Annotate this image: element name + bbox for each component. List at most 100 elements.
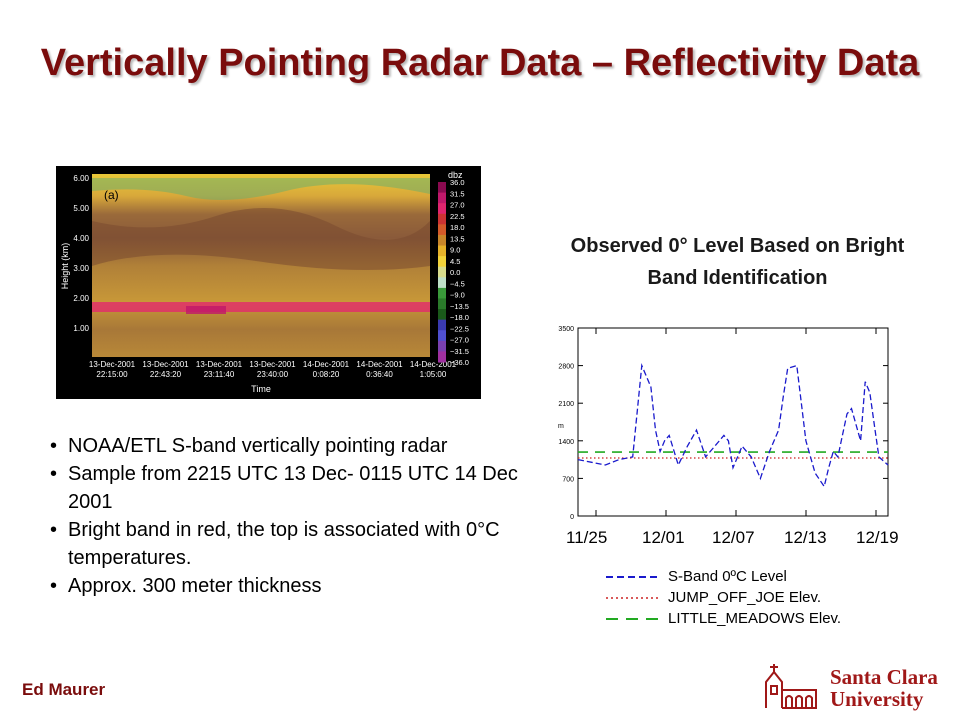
- bright-band-peak: [186, 306, 226, 314]
- radar-x-tick-time: 23:11:40: [204, 370, 235, 379]
- colorbar-label: 27.0: [450, 201, 465, 210]
- colorbar-swatch: [438, 224, 446, 236]
- radar-y-tick: 2.00: [73, 294, 89, 303]
- logo-line-2: University: [830, 687, 924, 711]
- colorbar-label: −36.0: [450, 358, 469, 367]
- mid-level-brown-band: [92, 208, 430, 270]
- colorbar-label: 4.5: [450, 257, 460, 266]
- y-axis-label: m: [558, 423, 564, 430]
- colorbar-label: −22.5: [450, 324, 469, 333]
- y-tick-label: 1400: [558, 439, 574, 446]
- colorbar-swatch: [438, 266, 446, 278]
- bullet-text: Approx. 300 meter thickness: [68, 575, 322, 597]
- colorbar-label: 31.5: [450, 189, 465, 198]
- colorbar-label: 13.5: [450, 234, 465, 243]
- date-label: 12/01: [642, 528, 685, 547]
- colorbar-label: 9.0: [450, 246, 460, 255]
- bullet-item: • Approx. 300 meter thickness: [50, 575, 322, 597]
- chart-title: Observed 0° Level Based on Bright Band I…: [570, 235, 905, 289]
- colorbar-label: −31.5: [450, 347, 469, 356]
- colorbar-swatch: [438, 319, 446, 331]
- radar-x-tick-date: 13-Dec-2001: [142, 360, 189, 369]
- colorbar-swatch: [438, 340, 446, 352]
- series-line-0: [577, 363, 889, 489]
- chart-date-labels: 11/25 12/01 12/07 12/13 12/19: [566, 528, 916, 552]
- colorbar-swatch: [438, 330, 446, 342]
- legend-label: LITTLE_MEADOWS Elev.: [668, 610, 842, 627]
- date-label: 12/19: [856, 528, 899, 547]
- date-label: 11/25: [566, 528, 608, 547]
- slide-title: Vertically Pointing Radar Data – Reflect…: [40, 42, 920, 84]
- radar-x-tick-time: 0:08:20: [313, 370, 340, 379]
- legend-item-sband: S-Band 0ºC Level: [606, 568, 906, 588]
- radar-y-tick-labels: 6.00 5.00 4.00 3.00 2.00 1.00: [73, 174, 89, 333]
- legend-item-little-meadows: LITTLE_MEADOWS Elev.: [606, 610, 906, 630]
- colorbar-swatch: [438, 213, 446, 225]
- radar-y-tick: 6.00: [73, 174, 89, 183]
- radar-y-tick: 5.00: [73, 204, 89, 213]
- radar-x-tick-time: 1:05:00: [420, 370, 447, 379]
- bright-band-red: [92, 302, 430, 312]
- colorbar-title: dbz: [448, 170, 463, 180]
- y-tick-label: 0: [570, 514, 574, 521]
- y-tick-label: 2100: [558, 401, 574, 408]
- colorbar-swatch: [438, 298, 446, 310]
- colorbar-swatch: [438, 277, 446, 289]
- bullet-list: • NOAA/ETL S-band vertically pointing rad…: [48, 432, 528, 600]
- radar-colorbar: 36.0 31.5 27.0 22.5 18.0 13.5 9.0 4.5 0.0 −4.5 −9.…: [438, 178, 469, 367]
- chart-legend: S-Band 0ºC Level JUMP_OFF_JOE Elev. LITT…: [606, 568, 906, 634]
- freezing-level-line-chart: 3500 2800 2100 1400 700 0 m: [552, 316, 897, 526]
- legend-label: S-Band 0ºC Level: [668, 568, 787, 585]
- line-chart-svg: 3500 2800 2100 1400 700 0 m: [558, 326, 889, 521]
- colorbar-swatch: [438, 234, 446, 247]
- bullet-item: • Sample from 2215 UTC 13 Dec- 0115 UTC 1…: [50, 463, 518, 513]
- bullet-text: Sample from 2215 UTC 13 Dec- 0115 UTC 14…: [68, 463, 518, 513]
- radar-reflectivity-figure: 6.00 5.00 4.00 3.00 2.00 1.00 Height (km) (a)…: [56, 166, 481, 399]
- logo-line-1: Santa Clara: [830, 665, 938, 689]
- radar-x-tick-time: 23:40:00: [257, 370, 289, 379]
- radar-y-tick: 4.00: [73, 234, 89, 243]
- radar-y-tick: 3.00: [73, 264, 89, 273]
- colorbar-swatch: [438, 192, 446, 204]
- y-tick-label: 700: [562, 476, 574, 483]
- mission-church-icon: [765, 664, 817, 709]
- radar-panel-label: (a): [104, 188, 119, 202]
- radar-x-tick-date: 13-Dec-2001: [89, 360, 136, 369]
- colorbar-label: 36.0: [450, 178, 465, 187]
- colorbar-swatch: [438, 256, 446, 268]
- colorbar-label: −18.0: [450, 313, 469, 322]
- colorbar-swatch: [438, 182, 446, 194]
- colorbar-label: −4.5: [450, 279, 465, 288]
- date-label: 12/13: [784, 528, 827, 547]
- santa-clara-university-logo: Santa Clara University: [760, 662, 955, 714]
- colorbar-label: 0.0: [450, 268, 460, 277]
- colorbar-swatch: [438, 203, 446, 215]
- colorbar-swatch: [438, 351, 446, 363]
- radar-plot-svg: 6.00 5.00 4.00 3.00 2.00 1.00 Height (km) (a)…: [60, 170, 469, 394]
- radar-x-tick-date: 14-Dec-2001: [356, 360, 403, 369]
- colorbar-label: 18.0: [450, 223, 465, 232]
- colorbar-label: −9.0: [450, 291, 465, 300]
- radar-x-tick-time: 0:36:40: [366, 370, 393, 379]
- radar-x-tick-time: 22:15:00: [96, 370, 128, 379]
- y-tick-label: 3500: [558, 326, 574, 333]
- radar-ylabel: Height (km): [60, 243, 70, 290]
- y-tick-label: 2800: [558, 364, 574, 371]
- author-name: Ed Maurer: [22, 680, 106, 699]
- logo-wordmark: Santa Clara University: [830, 666, 938, 710]
- colorbar-label: −27.0: [450, 336, 469, 345]
- legend-item-jump-off-joe: JUMP_OFF_JOE Elev.: [606, 589, 906, 609]
- colorbar-swatch: [438, 245, 446, 257]
- bullet-item: • Bright band in red, the top is associat…: [50, 519, 500, 569]
- radar-x-tick-date: 13-Dec-2001: [196, 360, 243, 369]
- radar-y-tick: 1.00: [73, 324, 89, 333]
- radar-x-tick-time: 22:43:20: [150, 370, 182, 379]
- upper-echo-green: [92, 178, 430, 200]
- colorbar-label: 22.5: [450, 212, 465, 221]
- plot-frame: [577, 327, 889, 517]
- radar-x-tick-labels: 13-Dec-200122:15:0013-Dec-200122:43:2013…: [89, 360, 457, 379]
- legend-swatch-red-dotted: [606, 597, 661, 599]
- radar-x-tick-date: 14-Dec-2001: [303, 360, 350, 369]
- legend-swatch-green-dashed: [606, 618, 661, 620]
- colorbar-label: −13.5: [450, 302, 469, 311]
